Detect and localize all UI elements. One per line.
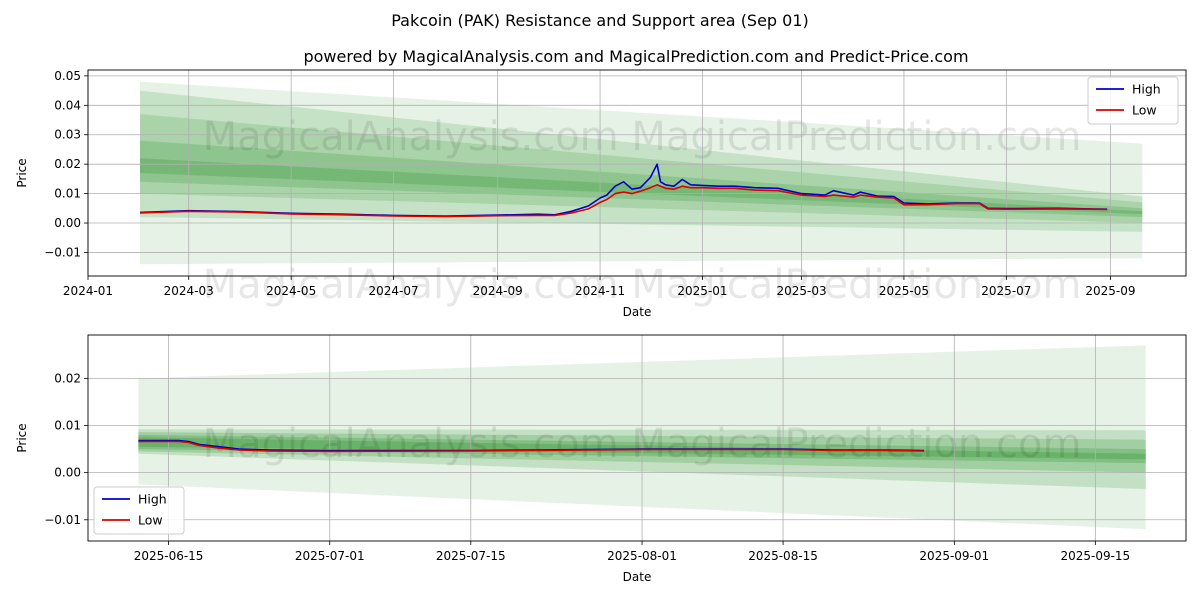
x-tick-label: 2025-07 xyxy=(981,284,1031,298)
x-tick-label: 2025-07-01 xyxy=(295,549,365,563)
x-tick-label: 2025-08-15 xyxy=(748,549,818,563)
x-tick-label: 2025-01 xyxy=(677,284,727,298)
x-tick-label: 2025-09 xyxy=(1085,284,1135,298)
x-axis-label: Date xyxy=(623,570,652,584)
legend: High Low xyxy=(93,486,185,535)
y-tick-label: 0.00 xyxy=(54,466,81,480)
series-lines xyxy=(138,439,925,453)
watermark-text: MagicalAnalysis.com MagicalPrediction.co… xyxy=(203,262,1082,308)
chart-title: Pakcoin (PAK) Resistance and Support are… xyxy=(391,11,809,30)
series-line-low xyxy=(138,440,925,453)
series-line-high xyxy=(139,163,1108,217)
x-tick-label: 2025-05 xyxy=(879,284,929,298)
x-tick-label: 2024-01 xyxy=(63,284,113,298)
axes-frame xyxy=(87,69,1187,277)
x-tick-label: 2024-11 xyxy=(575,284,625,298)
x-tick-label: 2025-09-15 xyxy=(1060,549,1130,563)
legend-label-low: Low xyxy=(138,513,163,528)
legend-label-low: Low xyxy=(1132,103,1157,118)
y-tick-label: 0.03 xyxy=(54,128,81,142)
support-resistance-bands xyxy=(140,81,1143,265)
y-tick-label: −0.01 xyxy=(44,245,81,259)
x-tick-label: 2024-07 xyxy=(368,284,418,298)
legend-label-high: High xyxy=(1132,82,1161,97)
y-tick-label: 0.05 xyxy=(54,69,81,83)
y-tick-label: 0.01 xyxy=(54,419,81,433)
y-axis-label: Price xyxy=(15,158,29,187)
top-chart-panel: MagicalAnalysis.com MagicalPrediction.co… xyxy=(15,69,1187,319)
y-tick-label: 0.00 xyxy=(54,216,81,230)
x-tick-label: 2024-09 xyxy=(473,284,523,298)
x-tick-label: 2025-09-01 xyxy=(919,549,989,563)
axes-frame xyxy=(87,334,1187,542)
prediction-band-0 xyxy=(140,81,1143,265)
y-axis-label: Price xyxy=(15,423,29,452)
x-tick-label: 2024-03 xyxy=(164,284,214,298)
y-tick-label: 0.02 xyxy=(54,157,81,171)
x-tick-label: 2025-03 xyxy=(776,284,826,298)
y-tick-label: 0.02 xyxy=(54,371,81,385)
x-tick-label: 2025-08-01 xyxy=(607,549,677,563)
watermark-text: MagicalAnalysis.com MagicalPrediction.co… xyxy=(203,114,1082,160)
legend-label-high: High xyxy=(138,492,167,507)
series-line-low xyxy=(139,184,1108,218)
series-lines xyxy=(139,163,1108,218)
y-tick-label: 0.04 xyxy=(54,98,81,112)
legend: High Low xyxy=(1087,76,1179,125)
chart-subtitle: powered by MagicalAnalysis.com and Magic… xyxy=(303,47,968,66)
bottom-chart-panel: MagicalAnalysis.com MagicalPrediction.co… xyxy=(15,334,1187,584)
x-tick-label: 2025-07-15 xyxy=(436,549,506,563)
x-tick-label: 2025-06-15 xyxy=(134,549,204,563)
x-tick-label: 2024-05 xyxy=(266,284,316,298)
y-tick-label: 0.01 xyxy=(54,187,81,201)
y-tick-label: −0.01 xyxy=(44,513,81,527)
x-axis-label: Date xyxy=(623,305,652,319)
